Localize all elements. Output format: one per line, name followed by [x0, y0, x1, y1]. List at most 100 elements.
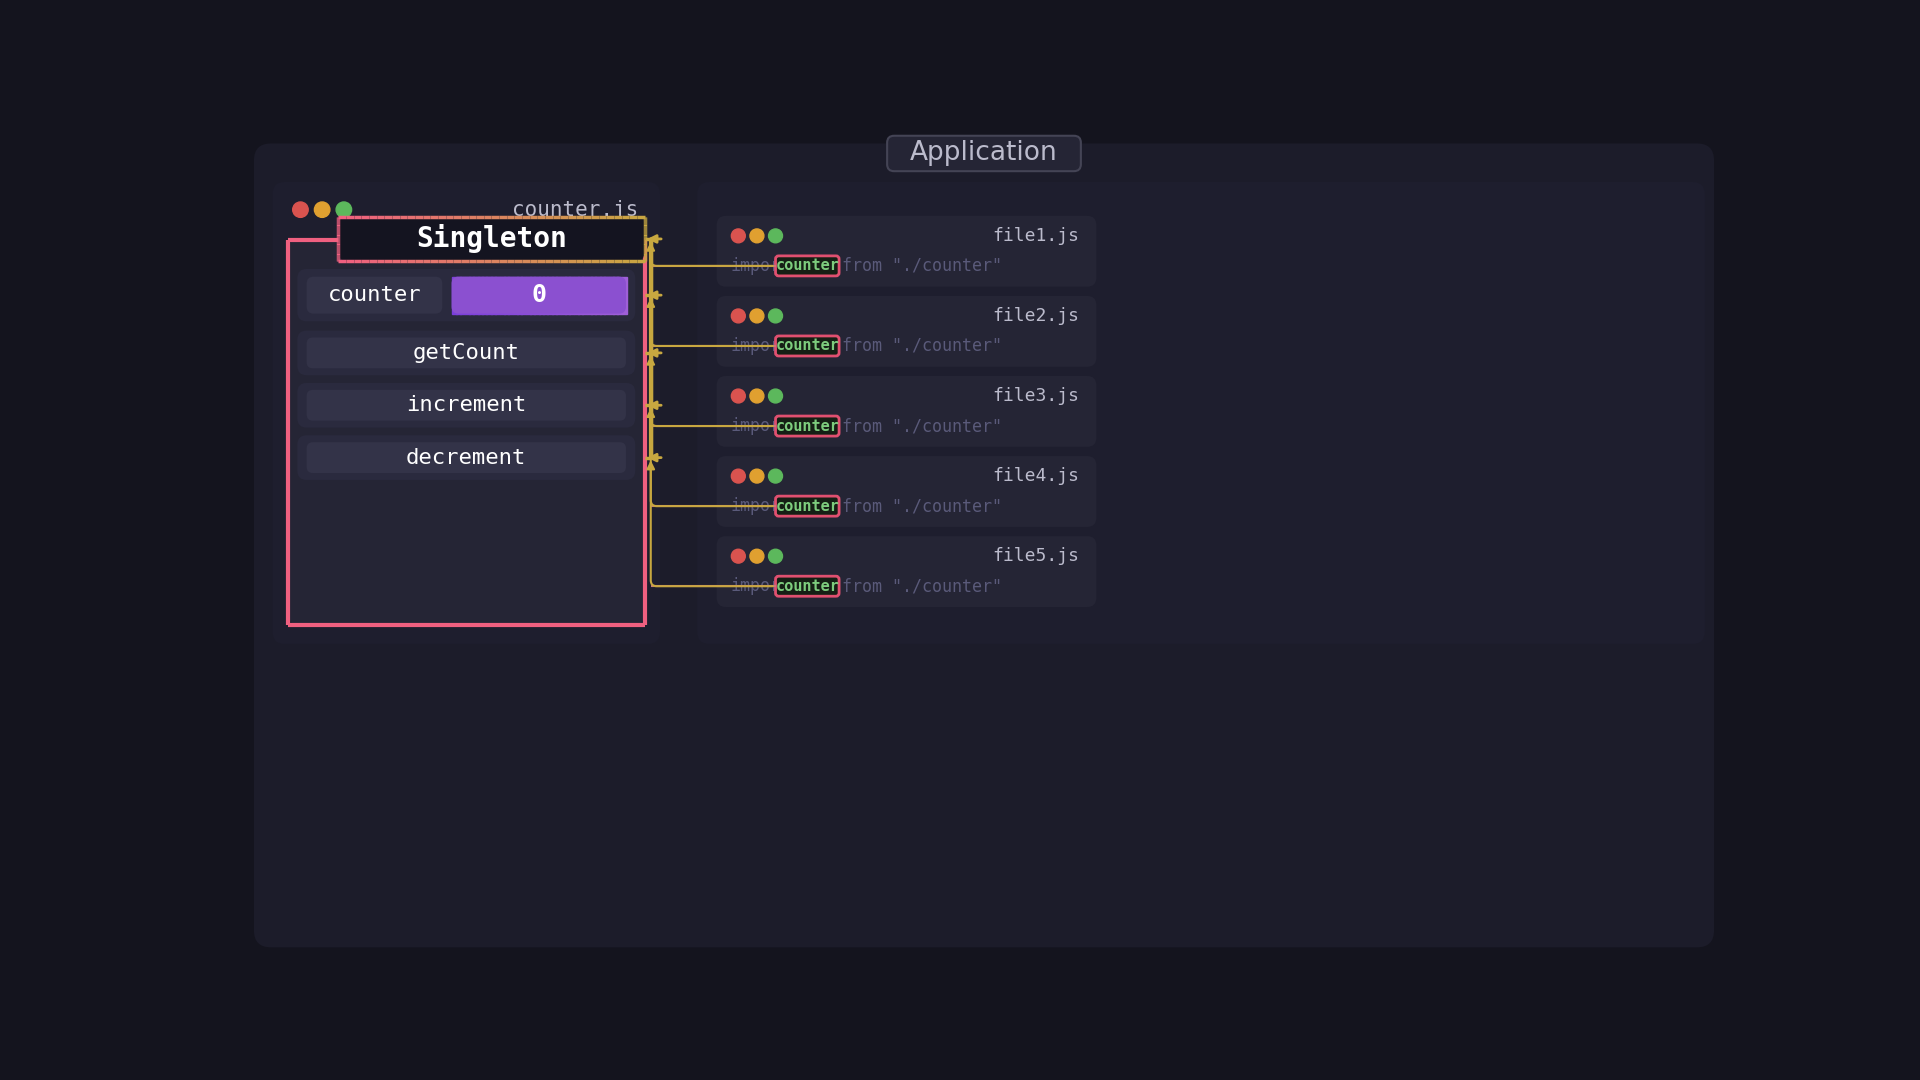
Circle shape [751, 309, 764, 323]
Text: file3.js: file3.js [993, 387, 1079, 405]
Text: from "./counter": from "./counter" [843, 257, 1002, 275]
FancyBboxPatch shape [338, 217, 645, 261]
Text: getCount: getCount [413, 343, 520, 363]
Text: Application: Application [910, 140, 1058, 166]
Text: file4.js: file4.js [993, 467, 1079, 485]
Text: counter: counter [776, 338, 839, 353]
FancyBboxPatch shape [716, 216, 1096, 286]
FancyBboxPatch shape [716, 456, 1096, 527]
Bar [465, 276, 470, 313]
Text: counter: counter [776, 579, 839, 594]
Bar [591, 276, 597, 313]
Bar [551, 276, 557, 313]
Text: import: import [732, 577, 791, 595]
Circle shape [315, 202, 330, 217]
Text: file1.js: file1.js [993, 227, 1079, 245]
FancyBboxPatch shape [307, 276, 442, 313]
Circle shape [768, 229, 783, 243]
FancyBboxPatch shape [288, 240, 645, 624]
Text: counter.js: counter.js [513, 200, 637, 219]
Text: counter: counter [328, 285, 420, 306]
FancyBboxPatch shape [716, 376, 1096, 447]
Circle shape [751, 469, 764, 483]
Bar [495, 276, 501, 313]
FancyBboxPatch shape [776, 336, 839, 356]
Text: increment: increment [407, 395, 526, 415]
Bar [561, 276, 566, 313]
Text: counter: counter [776, 419, 839, 433]
Bar [478, 276, 482, 313]
FancyBboxPatch shape [298, 435, 636, 480]
FancyBboxPatch shape [776, 256, 839, 275]
Bar [543, 276, 549, 313]
FancyBboxPatch shape [776, 496, 839, 516]
Bar [482, 276, 488, 313]
FancyBboxPatch shape [273, 181, 660, 644]
Bar [595, 276, 601, 313]
Bar [564, 276, 570, 313]
FancyBboxPatch shape [776, 577, 839, 596]
FancyBboxPatch shape [887, 136, 1081, 171]
Bar [526, 276, 530, 313]
Bar [530, 276, 536, 313]
Bar [492, 276, 495, 313]
FancyBboxPatch shape [298, 269, 636, 322]
FancyBboxPatch shape [307, 442, 626, 473]
Circle shape [732, 309, 745, 323]
Bar [582, 276, 588, 313]
Text: import: import [732, 257, 791, 275]
Bar [513, 276, 518, 313]
Bar [622, 276, 626, 313]
Bar [540, 276, 543, 313]
Bar [574, 276, 578, 313]
Circle shape [751, 389, 764, 403]
Circle shape [732, 550, 745, 563]
Text: decrement: decrement [407, 447, 526, 468]
Text: from "./counter": from "./counter" [843, 337, 1002, 355]
Text: from "./counter": from "./counter" [843, 497, 1002, 515]
Bar [499, 276, 505, 313]
Bar [503, 276, 509, 313]
Circle shape [751, 550, 764, 563]
Bar [509, 276, 513, 313]
Bar [557, 276, 561, 313]
Bar [609, 276, 614, 313]
Text: import: import [732, 497, 791, 515]
FancyBboxPatch shape [253, 144, 1715, 947]
Bar [516, 276, 522, 313]
Text: file2.js: file2.js [993, 307, 1079, 325]
Text: counter: counter [776, 499, 839, 514]
Text: 0: 0 [532, 283, 547, 307]
Text: import: import [732, 417, 791, 435]
Circle shape [768, 309, 783, 323]
Text: Singleton: Singleton [417, 225, 566, 254]
FancyBboxPatch shape [716, 536, 1096, 607]
FancyBboxPatch shape [307, 390, 626, 421]
Bar [451, 276, 457, 313]
Circle shape [768, 550, 783, 563]
Bar [599, 276, 605, 313]
Text: file5.js: file5.js [993, 548, 1079, 565]
Circle shape [732, 389, 745, 403]
Circle shape [732, 229, 745, 243]
Bar [474, 276, 478, 313]
Bar [468, 276, 474, 313]
Bar [534, 276, 540, 313]
FancyBboxPatch shape [298, 330, 636, 375]
Bar [455, 276, 461, 313]
FancyBboxPatch shape [776, 416, 839, 436]
Circle shape [732, 469, 745, 483]
Circle shape [336, 202, 351, 217]
Bar [486, 276, 492, 313]
Bar [568, 276, 574, 313]
Bar [547, 276, 553, 313]
Bar [522, 276, 526, 313]
Bar [588, 276, 591, 313]
FancyBboxPatch shape [697, 181, 1705, 644]
Text: from "./counter": from "./counter" [843, 577, 1002, 595]
Bar [616, 276, 622, 313]
Circle shape [768, 469, 783, 483]
Text: counter: counter [776, 258, 839, 273]
Circle shape [768, 389, 783, 403]
Bar [578, 276, 584, 313]
